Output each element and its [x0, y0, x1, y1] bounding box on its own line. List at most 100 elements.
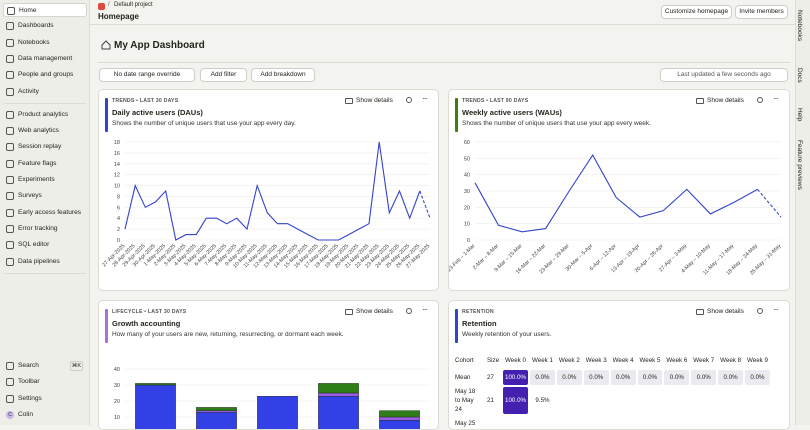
sidebar-item[interactable]: Early access features	[3, 206, 87, 220]
sidebar-item[interactable]: Data pipelines	[3, 255, 87, 269]
sidebar-item[interactable]: Feature flags	[3, 157, 87, 171]
insight-card: TRENDS • LAST 30 DAYS Daily active users …	[98, 89, 439, 291]
more-icon[interactable]: ···	[422, 94, 428, 103]
project-name[interactable]: Default project	[114, 2, 153, 8]
table-cell: 0.0%	[556, 370, 582, 385]
sidebar-label: Colin	[18, 410, 34, 418]
sidebar-item[interactable]: Toolbar	[3, 375, 87, 389]
more-icon[interactable]: ···	[422, 305, 428, 314]
header-cell: Week 6	[666, 357, 688, 364]
y-tick-label: 8	[117, 194, 120, 200]
sidebar-label: People and groups	[18, 71, 74, 79]
sidebar-item[interactable]: Dashboards	[3, 19, 87, 33]
rail-help[interactable]: Help	[796, 108, 803, 122]
refresh-icon[interactable]	[406, 97, 412, 103]
header-cell: Cohort	[455, 357, 474, 364]
sidebar-item[interactable]: Data management	[3, 52, 87, 66]
details-icon	[345, 309, 353, 315]
bar-segment	[196, 410, 237, 413]
sidebar-item[interactable]: Notebooks	[3, 36, 87, 50]
add-breakdown[interactable]: Add breakdown	[251, 68, 315, 82]
header-cell: Week 9	[747, 357, 768, 364]
sidebar-icon	[6, 127, 14, 136]
sidebar-item[interactable]: People and groups	[3, 68, 87, 82]
table-cell: 0.0%	[637, 370, 663, 385]
refresh-icon[interactable]	[757, 97, 763, 103]
sidebar-item[interactable]: Error tracking	[3, 222, 87, 236]
date-filter[interactable]: No date range override	[99, 68, 195, 82]
y-tick-label: 30	[114, 383, 120, 389]
invite-button[interactable]: Invite members	[735, 5, 788, 19]
sidebar-item[interactable]: SQL editor	[3, 238, 87, 252]
add-filter[interactable]: Add filter	[200, 68, 247, 82]
bar-segment	[135, 384, 176, 429]
more-icon[interactable]: ···	[773, 94, 779, 103]
table-cell: 0.0%	[583, 370, 609, 385]
bar-segment	[257, 396, 298, 429]
sidebar-item[interactable]: Product analytics	[3, 108, 87, 122]
bar-segment	[379, 410, 420, 418]
sidebar-item[interactable]: Settings	[3, 392, 87, 406]
accent-bar	[455, 309, 458, 343]
sidebar-icon	[6, 241, 14, 250]
card-title[interactable]: Retention	[462, 319, 497, 328]
sidebar-label: Data management	[18, 54, 73, 62]
home-icon	[101, 40, 111, 50]
more-icon[interactable]: ···	[773, 305, 779, 314]
table-cell: 100.0%	[503, 387, 529, 414]
refresh-icon[interactable]	[406, 308, 412, 314]
project-icon	[98, 3, 105, 10]
y-tick-label: 50	[464, 156, 470, 162]
sidebar-item[interactable]: Session replay	[3, 140, 87, 154]
show-details[interactable]: Show details	[707, 308, 744, 315]
sidebar-item[interactable]: Activity	[3, 85, 87, 99]
insight-card: LIFECYCLE • LAST 30 DAYS Growth accountin…	[98, 300, 439, 430]
card-title[interactable]: Daily active users (DAUs)	[112, 108, 203, 117]
data-line	[474, 154, 758, 233]
card-description: Weekly retention of your users.	[462, 331, 552, 338]
header-cell: Week 1	[532, 357, 553, 364]
show-details[interactable]: Show details	[707, 97, 744, 104]
sidebar-label: Feature flags	[18, 159, 57, 167]
insight-card: TRENDS • LAST 90 DAYS Weekly active users…	[448, 89, 790, 291]
rail-previews[interactable]: Feature previews	[796, 140, 803, 190]
card-description: Shows the number of unique users that us…	[462, 120, 651, 127]
refresh-icon[interactable]	[757, 308, 763, 314]
customize-button[interactable]: Customize homepage	[661, 5, 732, 19]
sidebar-item[interactable]: Web analytics	[3, 124, 87, 138]
rail-notebooks[interactable]: Notebooks	[796, 10, 803, 42]
sidebar-icon	[6, 192, 14, 201]
sidebar-icon	[7, 7, 15, 15]
sidebar-label: Dashboards	[18, 22, 54, 30]
card-title[interactable]: Weekly active users (WAUs)	[462, 108, 562, 117]
sidebar-item[interactable]: Experiments	[3, 173, 87, 187]
y-tick-label: 12	[114, 173, 120, 179]
bar-segment	[196, 407, 237, 411]
sidebar-label: Surveys	[18, 192, 42, 200]
show-details[interactable]: Show details	[356, 97, 393, 104]
sidebar-icon	[6, 224, 14, 233]
page-title: Homepage	[98, 12, 139, 21]
sidebar-icon	[6, 176, 14, 184]
table-row: Mean 27 100.0% 0.0% 0.0% 0.0% 0.0% 0.0% 0.0% 0.0%…	[453, 370, 770, 385]
sidebar-icon	[6, 22, 14, 31]
rail-docs[interactable]: Docs	[796, 68, 803, 83]
table-header: Cohort Size Week 0 Week 1 Week 2 Week 3 Week 4…	[453, 353, 770, 368]
sidebar-item[interactable]: C Colin	[3, 408, 87, 422]
header-cell: Week 2	[558, 357, 580, 364]
bar-segment	[379, 419, 420, 429]
sidebar-item[interactable]: Surveys	[3, 189, 87, 203]
sidebar-item[interactable]: Search ⌘K	[3, 359, 87, 373]
card-title[interactable]: Growth accounting	[112, 319, 181, 328]
sidebar-icon	[6, 394, 14, 403]
header-cell: Week 0	[505, 357, 526, 364]
header-cell: Week 7	[693, 357, 715, 364]
sidebar-item[interactable]: Home	[3, 3, 87, 17]
sidebar-icon	[6, 87, 14, 96]
y-tick-label: 4	[117, 216, 120, 222]
show-details[interactable]: Show details	[356, 308, 393, 315]
last-updated[interactable]: Last updated a few seconds ago	[660, 68, 788, 82]
header-cell: Week 8	[720, 357, 742, 364]
accent-bar	[105, 98, 108, 132]
